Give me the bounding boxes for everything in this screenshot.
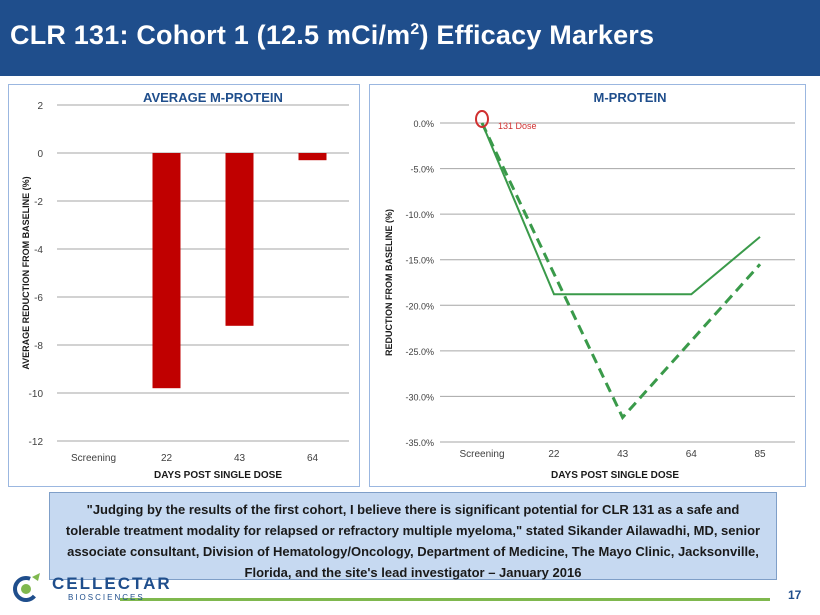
bar-chart: 2 0 -2 -4 -6 -8 -10 -12 Screening 22 43 64 AVERAGE M…: [21, 90, 349, 481]
x-tick-label: 64: [686, 449, 698, 460]
y-tick-label: -10: [29, 389, 44, 400]
line-chart-panel: 0.0% -5.0% -10.0% -15.0% -20.0% -25.0% -30.0% -…: [369, 84, 806, 487]
y-axis-label: AVERAGE REDUCTION FROM BASELINE (%): [21, 176, 31, 369]
dose-marker: [475, 110, 489, 128]
bar-43: [225, 153, 254, 326]
y-axis-label: REDUCTION FROM BASELINE (%): [384, 209, 394, 356]
x-tick-label: 43: [617, 449, 629, 460]
y-tick-label: -35.0%: [405, 438, 434, 448]
x-tick-label: 22: [161, 453, 173, 464]
y-tick-label: -2: [34, 197, 43, 208]
x-axis-label: DAYS POST SINGLE DOSE: [154, 470, 282, 481]
quote-box: "Judging by the results of the first coh…: [49, 492, 777, 580]
x-axis-label: DAYS POST SINGLE DOSE: [551, 470, 679, 481]
chart-title: M-PROTEIN: [594, 90, 667, 105]
x-tick-label: 85: [754, 449, 766, 460]
x-tick-label: Screening: [71, 453, 116, 464]
bar-64: [298, 153, 327, 161]
series-line-2: [480, 122, 762, 421]
y-tick-label: -4: [34, 245, 43, 256]
page-number: 17: [788, 588, 802, 602]
series-line-1: [481, 122, 761, 296]
x-tick-label: 22: [548, 449, 560, 460]
dose-annotation: 131 Dose: [498, 121, 537, 131]
y-tick-label: -5.0%: [410, 165, 434, 175]
y-tick-label: -25.0%: [405, 347, 434, 357]
y-tick-label: -10.0%: [405, 210, 434, 220]
y-tick-label: -6: [34, 293, 43, 304]
x-tick-label: 64: [307, 453, 319, 464]
bar-chart-panel: 2 0 -2 -4 -6 -8 -10 -12 Screening 22 43 64 AVERAGE M…: [8, 84, 360, 487]
y-tick-label: -15.0%: [405, 256, 434, 266]
company-logo: CELLECTAR BIOSCIENCES: [10, 571, 190, 611]
line-chart: 0.0% -5.0% -10.0% -15.0% -20.0% -25.0% -30.0% -…: [384, 90, 795, 481]
y-tick-label: -8: [34, 341, 43, 352]
x-tick-label: 43: [234, 453, 246, 464]
y-tick-label: -12: [29, 437, 44, 448]
y-tick-label: 0: [37, 149, 43, 160]
y-tick-label: 2: [37, 101, 43, 112]
logo-name: CELLECTAR: [52, 574, 172, 593]
x-tick-label: Screening: [459, 449, 504, 460]
y-tick-label: -30.0%: [405, 392, 434, 402]
slide-title: CLR 131: Cohort 1 (12.5 mCi/m2) Efficacy…: [10, 20, 655, 50]
logo-mark-icon: [13, 573, 40, 602]
title-bar: CLR 131: Cohort 1 (12.5 mCi/m2) Efficacy…: [0, 0, 820, 76]
bar-22: [152, 153, 181, 389]
footer-divider: [120, 598, 770, 601]
y-tick-label: 0.0%: [413, 119, 434, 129]
logo-sub: BIOSCIENCES: [68, 593, 145, 602]
y-tick-label: -20.0%: [405, 301, 434, 311]
chart-title: AVERAGE M-PROTEIN: [143, 90, 283, 105]
